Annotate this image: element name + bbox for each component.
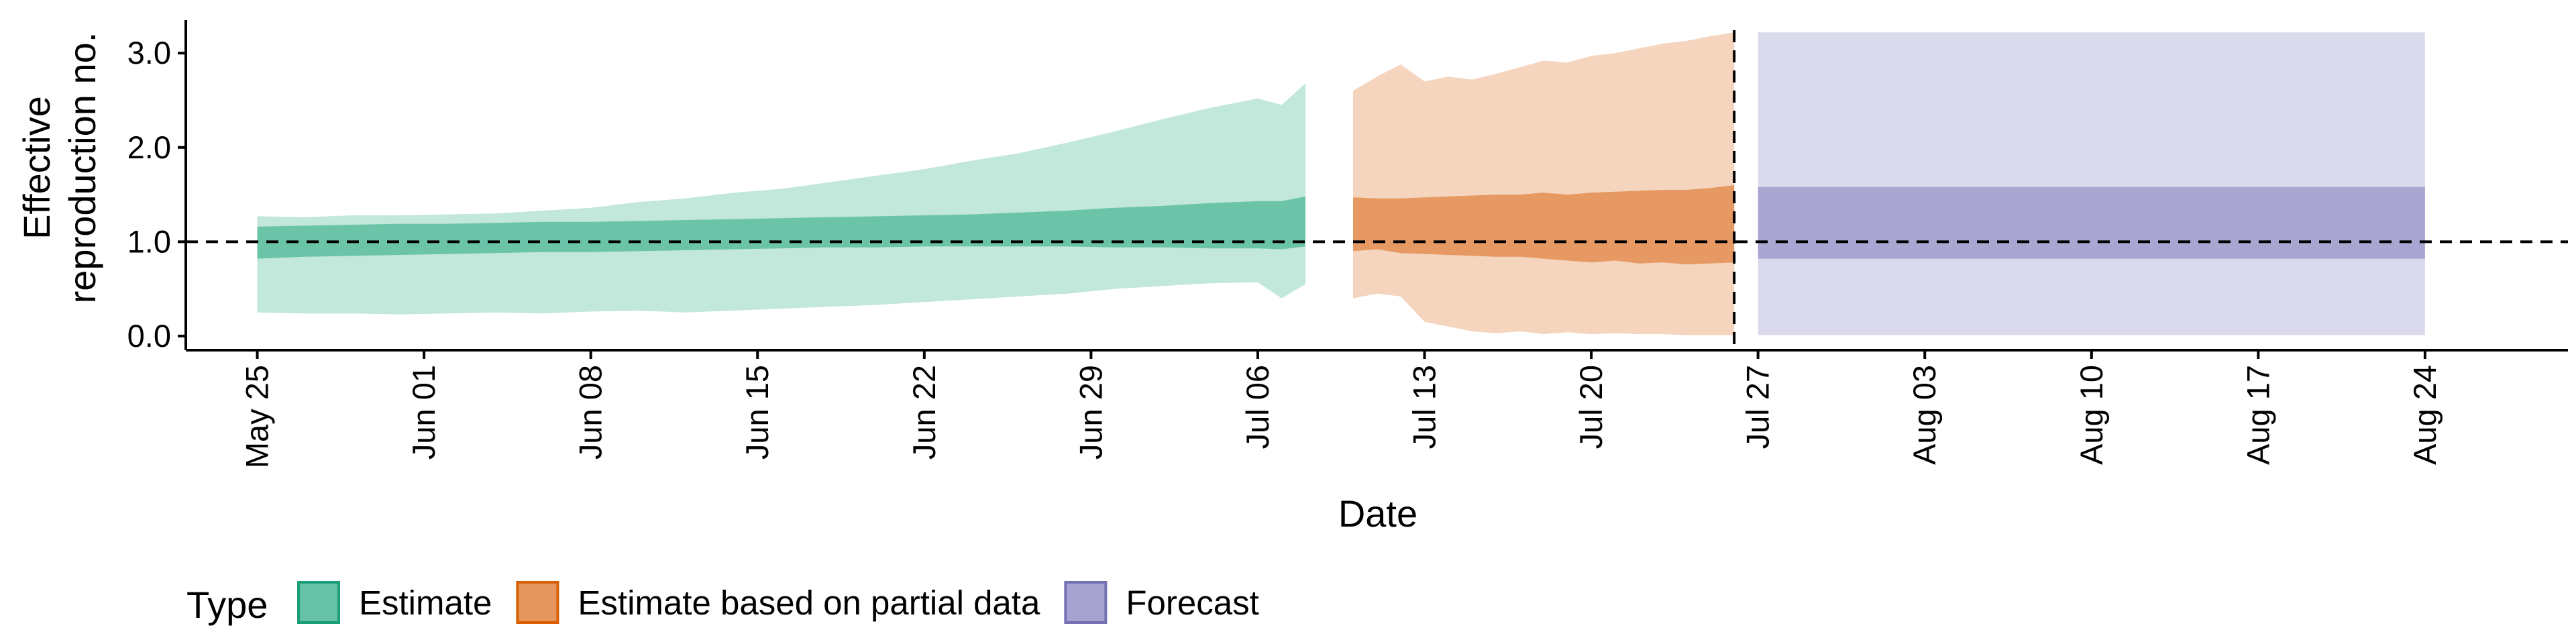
y-axis-ticks: 0.0 1.0 2.0 3.0 [127, 35, 186, 354]
y-axis-title-line-2-text: reproduction no. [61, 32, 103, 304]
x-tick-label: Aug 17 [2240, 365, 2275, 465]
x-tick-label: Jun 22 [906, 365, 942, 460]
x-tick-label: Jun 29 [1073, 365, 1108, 460]
estimate-outer-band [257, 83, 1305, 315]
y-tick-label: 0.0 [127, 318, 171, 354]
x-axis-title: Date [1338, 492, 1417, 535]
y-axis-title-line-1-text: Effective [15, 96, 58, 239]
x-tick-label: Aug 24 [2407, 365, 2443, 465]
x-tick-label: Aug 10 [2074, 365, 2109, 465]
x-tick-label: Jul 20 [1573, 365, 1609, 449]
x-tick-label: Jul 13 [1407, 365, 1442, 449]
y-tick-label: 3.0 [127, 35, 171, 70]
x-tick-label: May 25 [239, 365, 275, 468]
legend-label-estimate: Estimate [359, 584, 492, 622]
x-tick-label: Jul 06 [1240, 365, 1275, 449]
legend: Type Estimate Estimate based on partial d… [186, 581, 1259, 626]
y-tick-label: 2.0 [127, 129, 171, 165]
estimate-based-on-partial-data-inner-band [1353, 185, 1735, 265]
x-tick-label: Jun 08 [573, 365, 608, 460]
credible-interval-bands [257, 32, 2425, 335]
x-tick-label: Aug 03 [1907, 365, 1942, 465]
legend-title: Type [186, 584, 268, 626]
legend-swatch-forecast [1064, 581, 1108, 624]
x-tick-label: Jul 27 [1740, 365, 1776, 449]
forecast-outer-band [1758, 32, 2425, 335]
x-tick-label: Jun 15 [739, 365, 775, 460]
forecast-inner-band [1758, 186, 2425, 259]
legend-label-forecast: Forecast [1126, 584, 1258, 622]
legend-swatch-estimate [297, 581, 340, 624]
x-axis-ticks: May 25 Jun 01 Jun 08 Jun 15 Jun 22 Jun 29 Jul … [239, 350, 2443, 468]
estimate-based-on-partial-data-outer-band [1353, 32, 1735, 335]
estimate-inner-band [257, 196, 1305, 259]
legend-swatch-estimate-based-on-partial-data [516, 581, 559, 624]
x-tick-label: Jun 01 [406, 365, 441, 460]
legend-label-estimate-based-on-partial-data: Estimate based on partial data [578, 584, 1040, 622]
y-tick-label: 1.0 [127, 223, 171, 259]
